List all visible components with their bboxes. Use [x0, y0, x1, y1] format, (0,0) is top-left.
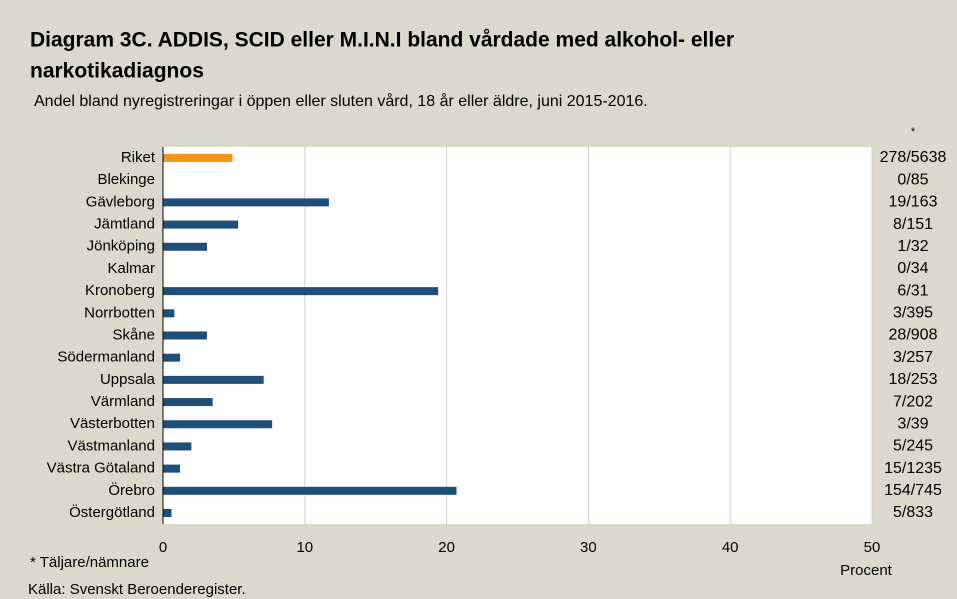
ratio-label: 5/833: [893, 504, 933, 521]
y-tick-label: Västerbotten: [70, 415, 155, 432]
y-tick-label: Västmanland: [67, 437, 155, 454]
bar: [163, 353, 181, 362]
ratio-label: 3/39: [897, 415, 928, 432]
y-tick-label: Örebro: [108, 481, 155, 499]
ratio-label: 18/253: [889, 371, 938, 388]
ratio-label: 15/1235: [884, 460, 942, 477]
bar: [163, 442, 192, 451]
bar: [163, 398, 213, 407]
footnote: * Täljare/nämnare: [30, 554, 149, 571]
bar: [163, 331, 207, 340]
y-tick-label: Kronoberg: [85, 282, 155, 299]
x-axis-label: Procent: [840, 562, 893, 579]
ratio-header: *: [911, 126, 916, 138]
x-tick-label: 30: [580, 539, 597, 556]
ratio-label: 0/85: [897, 171, 928, 188]
y-tick-label: Norrbotten: [84, 304, 155, 321]
ratio-label: 1/32: [897, 238, 928, 255]
bar: [163, 220, 239, 229]
y-tick-label: Blekinge: [97, 171, 155, 188]
plot-area: [163, 147, 872, 524]
ratio-label: 5/245: [893, 438, 933, 455]
y-tick-label: Västra Götaland: [47, 460, 155, 477]
y-tick-label: Skåne: [112, 326, 155, 343]
x-tick-label: 10: [296, 539, 313, 556]
y-tick-label: Kalmar: [107, 260, 155, 277]
ratio-label: 0/34: [897, 260, 928, 277]
y-tick-label: Riket: [121, 149, 156, 166]
bar: [163, 154, 233, 162]
ratio-label: 3/395: [893, 305, 933, 322]
ratio-label: 7/202: [893, 393, 933, 410]
ratio-label: 8/151: [893, 216, 933, 233]
x-tick-label: 20: [438, 539, 455, 556]
x-tick-label: 50: [864, 539, 881, 556]
bar: [163, 375, 264, 384]
bar: [163, 287, 439, 296]
bar: [163, 486, 457, 495]
ratio-label: 28/908: [889, 327, 938, 344]
bar: [163, 309, 175, 318]
source: Källa: Svenskt Beroenderegister.: [28, 581, 246, 598]
subtitle: Andel bland nyregistreringar i öppen ell…: [34, 92, 648, 110]
y-tick-label: Uppsala: [100, 371, 156, 388]
y-tick-label: Gävleborg: [86, 193, 155, 210]
x-tick-label: 0: [159, 539, 167, 556]
ratio-label: 6/31: [897, 282, 928, 299]
chart-title: narkotikadiagnos: [30, 60, 204, 83]
bar: [163, 242, 207, 251]
bar: [163, 509, 172, 517]
chart-title: Diagram 3C. ADDIS, SCID eller M.I.N.I bl…: [30, 29, 734, 52]
bar: [163, 420, 273, 429]
y-tick-label: Östergötland: [69, 503, 155, 521]
ratio-label: 19/163: [889, 194, 938, 211]
y-tick-label: Södermanland: [57, 349, 155, 366]
bar: [163, 464, 181, 473]
ratio-label: 278/5638: [880, 149, 947, 166]
bar: [163, 198, 329, 207]
ratio-label: 154/745: [884, 482, 942, 499]
ratio-label: 3/257: [893, 349, 933, 366]
y-tick-label: Jönköping: [87, 238, 155, 255]
y-tick-label: Värmland: [91, 393, 155, 410]
x-tick-label: 40: [722, 539, 739, 556]
y-tick-label: Jämtland: [94, 216, 155, 233]
